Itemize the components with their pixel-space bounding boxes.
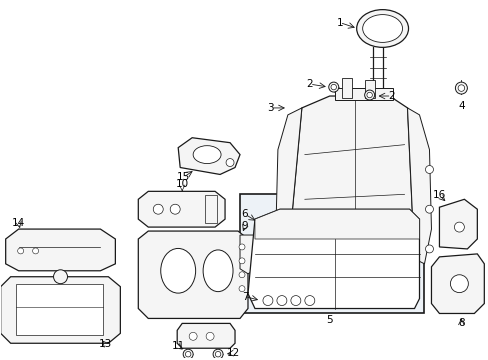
Circle shape bbox=[330, 84, 336, 90]
Circle shape bbox=[290, 296, 300, 306]
Circle shape bbox=[18, 248, 23, 254]
Circle shape bbox=[189, 332, 197, 340]
Text: 5: 5 bbox=[326, 315, 332, 325]
Circle shape bbox=[215, 351, 221, 357]
Polygon shape bbox=[439, 199, 476, 249]
Text: 10: 10 bbox=[175, 179, 188, 189]
Text: 12: 12 bbox=[226, 348, 239, 358]
Circle shape bbox=[53, 270, 67, 284]
Text: 2: 2 bbox=[387, 91, 394, 101]
Circle shape bbox=[364, 90, 374, 100]
Polygon shape bbox=[407, 108, 430, 264]
Circle shape bbox=[225, 158, 234, 167]
Circle shape bbox=[153, 204, 163, 214]
Ellipse shape bbox=[161, 248, 195, 293]
Text: 13: 13 bbox=[99, 339, 112, 349]
Circle shape bbox=[457, 85, 464, 91]
Polygon shape bbox=[430, 254, 483, 314]
Bar bbox=[334, 88, 392, 100]
Text: 3: 3 bbox=[267, 103, 274, 113]
Polygon shape bbox=[6, 229, 115, 271]
Text: 14: 14 bbox=[12, 218, 25, 228]
Text: 6: 6 bbox=[241, 209, 248, 219]
Bar bbox=[341, 78, 351, 98]
Text: 4: 4 bbox=[457, 101, 464, 111]
Text: 8: 8 bbox=[457, 318, 464, 328]
Text: 7: 7 bbox=[241, 292, 248, 302]
Circle shape bbox=[304, 296, 314, 306]
Bar bbox=[364, 80, 374, 98]
Circle shape bbox=[205, 332, 214, 340]
Circle shape bbox=[449, 275, 468, 293]
Text: 2: 2 bbox=[306, 79, 312, 89]
Circle shape bbox=[239, 272, 244, 278]
Polygon shape bbox=[240, 235, 258, 274]
Circle shape bbox=[239, 286, 244, 292]
Bar bbox=[240, 194, 424, 314]
Circle shape bbox=[239, 244, 244, 250]
Ellipse shape bbox=[356, 10, 407, 48]
Circle shape bbox=[170, 204, 180, 214]
Circle shape bbox=[185, 351, 190, 357]
Bar bbox=[204, 195, 217, 223]
Polygon shape bbox=[138, 231, 247, 319]
Circle shape bbox=[454, 82, 467, 94]
Circle shape bbox=[425, 166, 432, 174]
Text: 16: 16 bbox=[432, 190, 445, 200]
Text: 15: 15 bbox=[176, 172, 189, 183]
Circle shape bbox=[263, 296, 272, 306]
Circle shape bbox=[453, 222, 464, 232]
Polygon shape bbox=[254, 209, 419, 239]
Circle shape bbox=[425, 205, 432, 213]
Polygon shape bbox=[0, 277, 120, 343]
Circle shape bbox=[328, 82, 338, 92]
Circle shape bbox=[366, 92, 372, 98]
Polygon shape bbox=[178, 138, 240, 175]
Polygon shape bbox=[247, 209, 419, 309]
Polygon shape bbox=[138, 192, 224, 227]
Polygon shape bbox=[275, 108, 301, 264]
Circle shape bbox=[425, 245, 432, 253]
Text: 9: 9 bbox=[241, 221, 248, 231]
Ellipse shape bbox=[203, 250, 233, 292]
Bar bbox=[16, 284, 103, 335]
Polygon shape bbox=[177, 323, 235, 348]
Circle shape bbox=[183, 349, 193, 359]
Text: 1: 1 bbox=[336, 18, 343, 27]
Polygon shape bbox=[287, 96, 414, 279]
Circle shape bbox=[239, 258, 244, 264]
Circle shape bbox=[276, 296, 286, 306]
Ellipse shape bbox=[362, 15, 402, 42]
Circle shape bbox=[213, 349, 223, 359]
Circle shape bbox=[33, 248, 39, 254]
Ellipse shape bbox=[193, 146, 221, 163]
Text: 11: 11 bbox=[171, 341, 184, 351]
